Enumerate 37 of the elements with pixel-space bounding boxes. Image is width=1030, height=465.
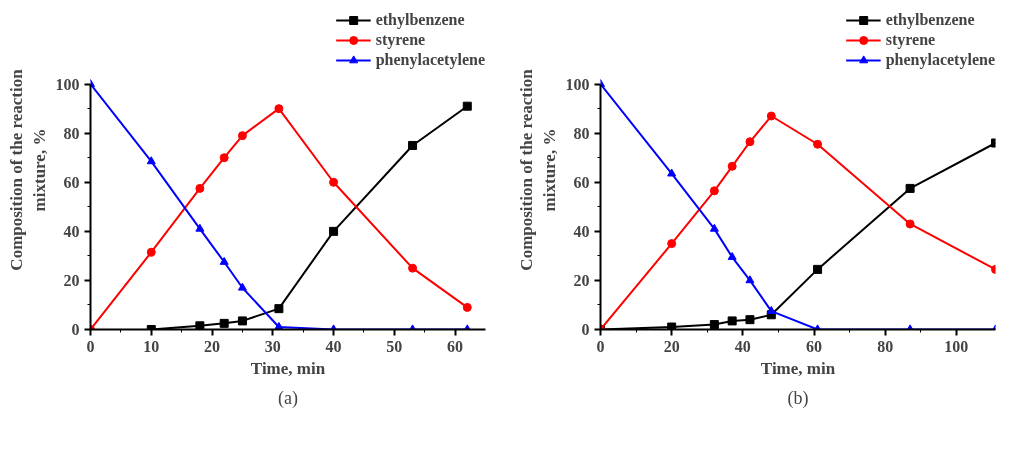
legend-label: phenylacetylene — [885, 51, 995, 69]
x-tick-label: 0 — [86, 337, 95, 355]
y-tick-label: 60 — [63, 173, 80, 191]
y-tick-label: 0 — [71, 321, 80, 338]
x-axis-title: Time, min — [760, 358, 836, 378]
x-tick-label: 40 — [734, 337, 751, 355]
x-tick-label: 20 — [663, 337, 680, 355]
legend-label: ethylbenzene — [375, 11, 465, 29]
y-tick-label: 100 — [55, 75, 80, 93]
x-tick-label: 30 — [264, 337, 281, 355]
y-tick-label: 100 — [565, 75, 590, 93]
legend-label: phenylacetylene — [375, 51, 485, 69]
y-tick-label: 20 — [573, 271, 590, 289]
x-tick-label: 80 — [877, 337, 894, 355]
text: (b) — [787, 387, 809, 409]
x-tick-label: 0 — [596, 337, 605, 355]
x-axis-title: Time, min — [250, 358, 326, 378]
y-tick-label: 20 — [63, 271, 80, 289]
y-tick-label: 40 — [63, 222, 80, 240]
legend-label: styrene — [885, 31, 936, 49]
legend-label: ethylbenzene — [885, 11, 975, 29]
y-tick-label: 60 — [573, 173, 590, 191]
y-tick-label: 40 — [573, 222, 590, 240]
y-axis-title: Composition of the reaction mixture, % — [6, 68, 49, 271]
x-tick-label: 20 — [204, 337, 221, 355]
y-tick-label: 0 — [581, 321, 590, 338]
x-tick-label: 60 — [447, 337, 464, 355]
legend-label: styrene — [375, 31, 426, 49]
text: (a) — [278, 387, 298, 409]
y-axis-title: Composition of the reaction mixture, % — [516, 68, 559, 271]
x-tick-label: 10 — [143, 337, 160, 355]
x-tick-label: 50 — [386, 337, 403, 355]
x-tick-label: 100 — [944, 337, 969, 355]
y-tick-label: 80 — [573, 124, 590, 142]
x-tick-label: 60 — [806, 337, 823, 355]
x-tick-label: 40 — [325, 337, 342, 355]
y-tick-label: 80 — [63, 124, 80, 142]
